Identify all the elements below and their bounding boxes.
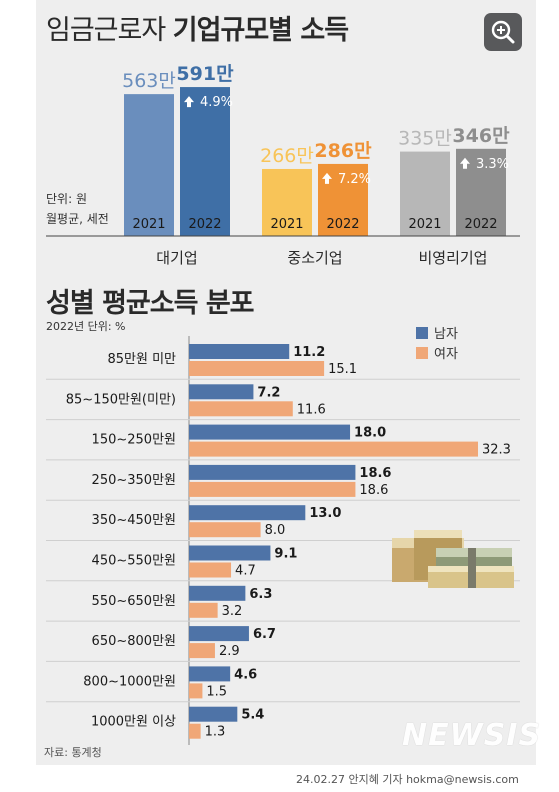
data-label: 1.5	[206, 684, 227, 699]
category-label: 중소기업	[287, 249, 342, 267]
bar-0-0	[124, 94, 174, 237]
second-chart-title: 성별 평균소득 분포	[46, 288, 255, 319]
tick-label: 650~800만원	[92, 634, 176, 649]
data-label: 6.3	[249, 587, 272, 602]
tick-label: 150~250만원	[92, 433, 176, 448]
hbar-1-0	[189, 384, 254, 400]
data-label: 18.0	[354, 426, 386, 441]
page-title: 임금근로자 기업규모별 소득	[46, 8, 349, 47]
year-label: 2021	[270, 217, 303, 232]
change-label: 3.3%	[476, 157, 509, 172]
top-unit-line2: 월평균, 세전	[46, 212, 109, 226]
hbar-3-1	[189, 481, 356, 497]
data-label: 5.4	[241, 708, 264, 723]
infographic-card	[36, 0, 536, 765]
change-label: 4.9%	[200, 95, 233, 110]
legend-label: 남자	[434, 327, 458, 342]
hbar-1-1	[189, 401, 293, 417]
hbar-7-0	[189, 626, 249, 642]
data-label: 4.7	[235, 564, 256, 579]
data-label: 9.1	[274, 547, 297, 562]
tick-label: 250~350만원	[92, 473, 176, 488]
data-label: 13.0	[309, 506, 341, 521]
year-label: 2022	[188, 217, 221, 232]
data-label: 3.2	[222, 604, 243, 619]
tick-label: 450~550만원	[92, 554, 176, 569]
arrow-up-icon	[322, 172, 332, 184]
zoom-button[interactable]	[484, 13, 522, 51]
year-label: 2022	[326, 217, 359, 232]
top-unit-line1: 단위: 원	[46, 192, 87, 206]
bar-2-0	[400, 151, 450, 236]
hbar-6-1	[189, 602, 218, 618]
data-label: 6.7	[253, 627, 276, 642]
bar-0-1	[180, 87, 230, 237]
title-part2: 기업규모별 소득	[172, 15, 349, 46]
data-label: 2.9	[219, 644, 240, 659]
bar-1-0	[262, 168, 312, 236]
hbar-8-1	[189, 683, 203, 699]
second-unit-note: 2022년 단위: %	[46, 320, 126, 333]
source-note: 자료: 통계청	[44, 746, 102, 759]
money-stack-icon	[392, 530, 514, 588]
data-label: 32.3	[482, 443, 511, 458]
value-label: 591만	[176, 63, 234, 85]
arrow-up-icon	[460, 157, 470, 169]
legend-label: 여자	[434, 347, 458, 362]
hbar-5-1	[189, 562, 232, 578]
title-part1: 임금근로자	[46, 15, 166, 46]
value-label: 563만	[122, 70, 176, 92]
change-label: 7.2%	[338, 172, 371, 187]
value-label: 346만	[452, 125, 510, 147]
tick-label: 85~150만원(미만)	[66, 392, 176, 407]
tick-label: 85만원 미만	[107, 352, 176, 367]
data-label: 11.6	[297, 402, 326, 417]
hbar-0-1	[189, 361, 325, 376]
data-label: 8.0	[265, 523, 286, 538]
tick-label: 550~650만원	[92, 594, 176, 609]
legend-swatch-0	[416, 327, 428, 339]
data-label: 18.6	[359, 466, 391, 481]
hbar-9-0	[189, 706, 238, 722]
year-label: 2022	[464, 217, 497, 232]
data-label: 11.2	[293, 345, 325, 360]
data-label: 7.2	[257, 385, 280, 400]
category-label: 비영리기업	[418, 249, 487, 267]
tick-label: 1000만원 이상	[91, 715, 176, 730]
hbar-4-1	[189, 522, 261, 538]
hbar-2-0	[189, 424, 351, 440]
hbar-4-0	[189, 505, 306, 521]
newsis-watermark: NEWSIS	[402, 718, 542, 753]
hbar-9-1	[189, 723, 201, 739]
value-label: 286만	[314, 140, 372, 162]
zoom-in-icon	[491, 20, 515, 44]
byline: 24.02.27 안지혜 기자 hokma@newsis.com	[296, 773, 519, 786]
tick-label: 350~450만원	[92, 513, 176, 528]
hbar-8-0	[189, 666, 231, 682]
legend-swatch-1	[416, 347, 428, 359]
hbar-0-0	[189, 344, 290, 359]
hbar-3-0	[189, 464, 356, 480]
year-label: 2021	[408, 217, 441, 232]
category-label: 대기업	[156, 249, 197, 267]
data-label: 18.6	[359, 483, 388, 498]
tick-label: 800~1000만원	[83, 674, 176, 689]
data-label: 1.3	[205, 725, 226, 740]
hbar-7-1	[189, 643, 215, 659]
data-label: 15.1	[328, 362, 357, 377]
year-label: 2021	[132, 217, 165, 232]
value-label: 266만	[260, 145, 314, 167]
hbar-6-0	[189, 585, 246, 601]
arrow-up-icon	[184, 96, 194, 108]
value-label: 335만	[398, 128, 452, 150]
hbar-5-0	[189, 545, 271, 561]
data-label: 4.6	[234, 667, 257, 682]
hbar-2-1	[189, 441, 478, 457]
